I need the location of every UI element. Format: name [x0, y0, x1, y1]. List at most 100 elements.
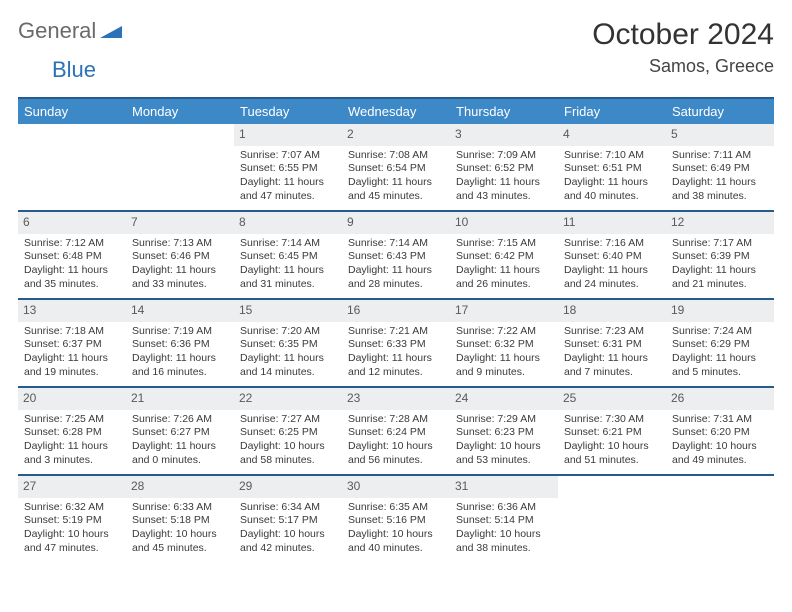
calendar-cell: 31Sunrise: 6:36 AMSunset: 5:14 PMDayligh… [450, 476, 558, 562]
daylight-line: Daylight: 11 hours and 19 minutes. [24, 352, 120, 379]
daylight-line: Daylight: 11 hours and 12 minutes. [348, 352, 444, 379]
daylight-line: Daylight: 10 hours and 51 minutes. [564, 440, 660, 467]
sunrise-line: Sunrise: 7:21 AM [348, 325, 444, 339]
sunset-line: Sunset: 6:21 PM [564, 426, 660, 440]
day-number: 13 [18, 300, 126, 322]
calendar-cell [18, 124, 126, 210]
calendar-grid: 1Sunrise: 7:07 AMSunset: 6:55 PMDaylight… [18, 124, 774, 562]
day-number: 22 [234, 388, 342, 410]
calendar-cell: 20Sunrise: 7:25 AMSunset: 6:28 PMDayligh… [18, 388, 126, 474]
sunset-line: Sunset: 6:51 PM [564, 162, 660, 176]
sunrise-line: Sunrise: 7:14 AM [240, 237, 336, 251]
calendar-cell: 28Sunrise: 6:33 AMSunset: 5:18 PMDayligh… [126, 476, 234, 562]
day-number: 26 [666, 388, 774, 410]
day-number: 20 [18, 388, 126, 410]
day-number: 27 [18, 476, 126, 498]
calendar-cell: 14Sunrise: 7:19 AMSunset: 6:36 PMDayligh… [126, 300, 234, 386]
calendar-cell: 1Sunrise: 7:07 AMSunset: 6:55 PMDaylight… [234, 124, 342, 210]
daylight-line: Daylight: 10 hours and 40 minutes. [348, 528, 444, 555]
logo: General [18, 18, 124, 44]
calendar-cell [666, 476, 774, 562]
calendar-cell: 25Sunrise: 7:30 AMSunset: 6:21 PMDayligh… [558, 388, 666, 474]
day-number: 31 [450, 476, 558, 498]
weekday-saturday: Saturday [666, 99, 774, 124]
sunset-line: Sunset: 6:37 PM [24, 338, 120, 352]
daylight-line: Daylight: 11 hours and 38 minutes. [672, 176, 768, 203]
day-number: 24 [450, 388, 558, 410]
weekday-header: Sunday Monday Tuesday Wednesday Thursday… [18, 99, 774, 124]
sunrise-line: Sunrise: 6:35 AM [348, 501, 444, 515]
sunrise-line: Sunrise: 7:17 AM [672, 237, 768, 251]
daylight-line: Daylight: 10 hours and 38 minutes. [456, 528, 552, 555]
daylight-line: Daylight: 11 hours and 7 minutes. [564, 352, 660, 379]
calendar-cell: 7Sunrise: 7:13 AMSunset: 6:46 PMDaylight… [126, 212, 234, 298]
sunset-line: Sunset: 5:18 PM [132, 514, 228, 528]
sunrise-line: Sunrise: 7:11 AM [672, 149, 768, 163]
daylight-line: Daylight: 10 hours and 58 minutes. [240, 440, 336, 467]
calendar-cell: 19Sunrise: 7:24 AMSunset: 6:29 PMDayligh… [666, 300, 774, 386]
day-number: 4 [558, 124, 666, 146]
sunrise-line: Sunrise: 7:13 AM [132, 237, 228, 251]
sunset-line: Sunset: 6:27 PM [132, 426, 228, 440]
calendar-cell: 26Sunrise: 7:31 AMSunset: 6:20 PMDayligh… [666, 388, 774, 474]
day-number: 9 [342, 212, 450, 234]
sunset-line: Sunset: 5:14 PM [456, 514, 552, 528]
daylight-line: Daylight: 10 hours and 53 minutes. [456, 440, 552, 467]
daylight-line: Daylight: 11 hours and 21 minutes. [672, 264, 768, 291]
daylight-line: Daylight: 11 hours and 28 minutes. [348, 264, 444, 291]
logo-triangle-icon [100, 20, 122, 43]
day-number: 11 [558, 212, 666, 234]
sunset-line: Sunset: 6:24 PM [348, 426, 444, 440]
logo-text-blue: Blue [52, 57, 96, 82]
calendar-cell: 5Sunrise: 7:11 AMSunset: 6:49 PMDaylight… [666, 124, 774, 210]
daylight-line: Daylight: 11 hours and 0 minutes. [132, 440, 228, 467]
calendar-cell: 23Sunrise: 7:28 AMSunset: 6:24 PMDayligh… [342, 388, 450, 474]
sunset-line: Sunset: 6:40 PM [564, 250, 660, 264]
day-number: 29 [234, 476, 342, 498]
sunrise-line: Sunrise: 7:23 AM [564, 325, 660, 339]
day-number: 14 [126, 300, 234, 322]
day-number: 28 [126, 476, 234, 498]
calendar-cell: 10Sunrise: 7:15 AMSunset: 6:42 PMDayligh… [450, 212, 558, 298]
sunrise-line: Sunrise: 7:07 AM [240, 149, 336, 163]
day-number: 16 [342, 300, 450, 322]
sunrise-line: Sunrise: 6:33 AM [132, 501, 228, 515]
day-number: 8 [234, 212, 342, 234]
day-number: 30 [342, 476, 450, 498]
calendar-cell: 21Sunrise: 7:26 AMSunset: 6:27 PMDayligh… [126, 388, 234, 474]
sunrise-line: Sunrise: 7:29 AM [456, 413, 552, 427]
daylight-line: Daylight: 11 hours and 35 minutes. [24, 264, 120, 291]
day-number: 25 [558, 388, 666, 410]
daylight-line: Daylight: 11 hours and 45 minutes. [348, 176, 444, 203]
calendar-cell: 8Sunrise: 7:14 AMSunset: 6:45 PMDaylight… [234, 212, 342, 298]
day-number: 12 [666, 212, 774, 234]
sunrise-line: Sunrise: 7:10 AM [564, 149, 660, 163]
sunset-line: Sunset: 5:17 PM [240, 514, 336, 528]
sunrise-line: Sunrise: 7:27 AM [240, 413, 336, 427]
calendar-cell: 24 Sunrise: 7:29 AMSunset: 6:23 PMDayligh… [450, 388, 558, 474]
sunrise-line: Sunrise: 6:34 AM [240, 501, 336, 515]
sunset-line: Sunset: 6:46 PM [132, 250, 228, 264]
sunrise-line: Sunrise: 7:09 AM [456, 149, 552, 163]
daylight-line: Daylight: 11 hours and 40 minutes. [564, 176, 660, 203]
sunrise-line: Sunrise: 6:32 AM [24, 501, 120, 515]
sunset-line: Sunset: 5:19 PM [24, 514, 120, 528]
day-number: 17 [450, 300, 558, 322]
sunset-line: Sunset: 6:43 PM [348, 250, 444, 264]
sunrise-line: Sunrise: 7:31 AM [672, 413, 768, 427]
sunset-line: Sunset: 6:48 PM [24, 250, 120, 264]
calendar-cell: 12Sunrise: 7:17 AMSunset: 6:39 PMDayligh… [666, 212, 774, 298]
sunrise-line: Sunrise: 7:24 AM [672, 325, 768, 339]
title-block: October 2024 Samos, Greece [592, 18, 774, 77]
daylight-line: Daylight: 11 hours and 3 minutes. [24, 440, 120, 467]
calendar-cell: 13Sunrise: 7:18 AMSunset: 6:37 PMDayligh… [18, 300, 126, 386]
sunset-line: Sunset: 6:52 PM [456, 162, 552, 176]
sunrise-line: Sunrise: 7:25 AM [24, 413, 120, 427]
day-number: 2 [342, 124, 450, 146]
day-number: 1 [234, 124, 342, 146]
day-number: 18 [558, 300, 666, 322]
daylight-line: Daylight: 11 hours and 14 minutes. [240, 352, 336, 379]
sunrise-line: Sunrise: 7:12 AM [24, 237, 120, 251]
calendar-cell: 16Sunrise: 7:21 AMSunset: 6:33 PMDayligh… [342, 300, 450, 386]
sunset-line: Sunset: 6:23 PM [456, 426, 552, 440]
